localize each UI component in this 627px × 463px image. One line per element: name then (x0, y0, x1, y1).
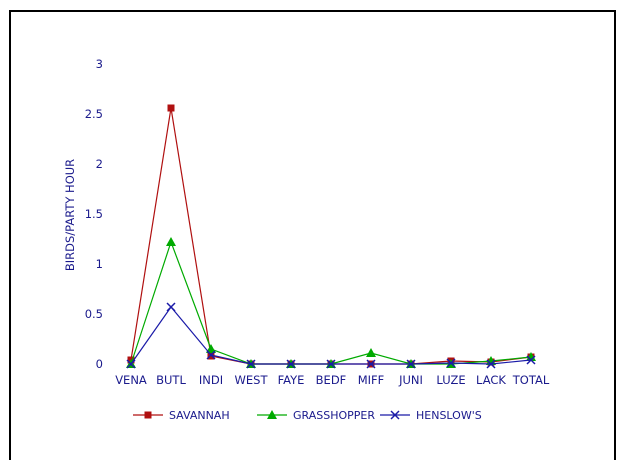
data-point (526, 352, 536, 361)
data-point (526, 355, 536, 365)
y-tick-label: 2 (96, 157, 103, 171)
legend-item: GRASSHOPPER (257, 409, 375, 422)
x-category-label: LUZE (436, 373, 465, 387)
legend-label: HENSLOW'S (416, 409, 482, 422)
series-1 (126, 237, 536, 368)
x-category-label: FAYE (278, 373, 305, 387)
data-point (206, 350, 216, 360)
y-axis-label: BIRDS/PARTY HOUR (63, 159, 77, 271)
legend-marker (144, 411, 152, 419)
x-category-label: BEDF (316, 373, 347, 387)
data-point (166, 237, 176, 246)
x-category-labels: VENA BUTL INDI WEST FAYE BEDF MIFF JUNI LUZE LACK… (115, 373, 550, 387)
x-category-label: WEST (235, 373, 269, 387)
legend: SAVANNAH GRASSHOPPER HENSLOW'S (133, 409, 482, 422)
data-point (326, 359, 336, 369)
y-tick-label: 2.5 (85, 107, 103, 121)
data-point (366, 359, 376, 369)
y-tick-label: 3 (96, 57, 103, 71)
series-line (130, 240, 532, 365)
data-point (167, 104, 175, 112)
legend-item: SAVANNAH (133, 409, 230, 422)
data-point (166, 302, 176, 312)
legend-marker (267, 410, 277, 419)
legend-marker (390, 410, 400, 420)
x-category-label: INDI (199, 373, 223, 387)
legend-label: SAVANNAH (169, 409, 230, 422)
series-group (126, 104, 536, 369)
data-point (486, 356, 496, 365)
y-tick-label: 1.5 (85, 207, 103, 221)
y-tick-label: 0.5 (85, 307, 103, 321)
data-point (286, 359, 296, 369)
x-category-label: BUTL (156, 373, 186, 387)
data-point (446, 358, 456, 368)
series-2 (126, 302, 536, 369)
x-category-label: MIFF (358, 373, 385, 387)
legend-label: GRASSHOPPER (293, 409, 375, 422)
y-tick-label: 0 (96, 357, 103, 371)
y-tick-label: 1 (96, 257, 103, 271)
series-line (130, 107, 532, 365)
x-category-label: TOTAL (512, 373, 550, 387)
x-category-label: JUNI (398, 373, 423, 387)
data-point (246, 359, 256, 369)
series-line (130, 306, 532, 365)
y-tick-labels: 0 0.5 1 1.5 2 2.5 3 (85, 57, 103, 371)
legend-item: HENSLOW'S (380, 409, 482, 422)
data-point (406, 359, 416, 369)
data-point (126, 359, 136, 369)
data-point (366, 348, 376, 357)
data-point (206, 344, 216, 353)
chart-frame (9, 10, 616, 460)
x-category-label: LACK (476, 373, 506, 387)
x-category-label: VENA (115, 373, 147, 387)
data-point (486, 359, 496, 369)
